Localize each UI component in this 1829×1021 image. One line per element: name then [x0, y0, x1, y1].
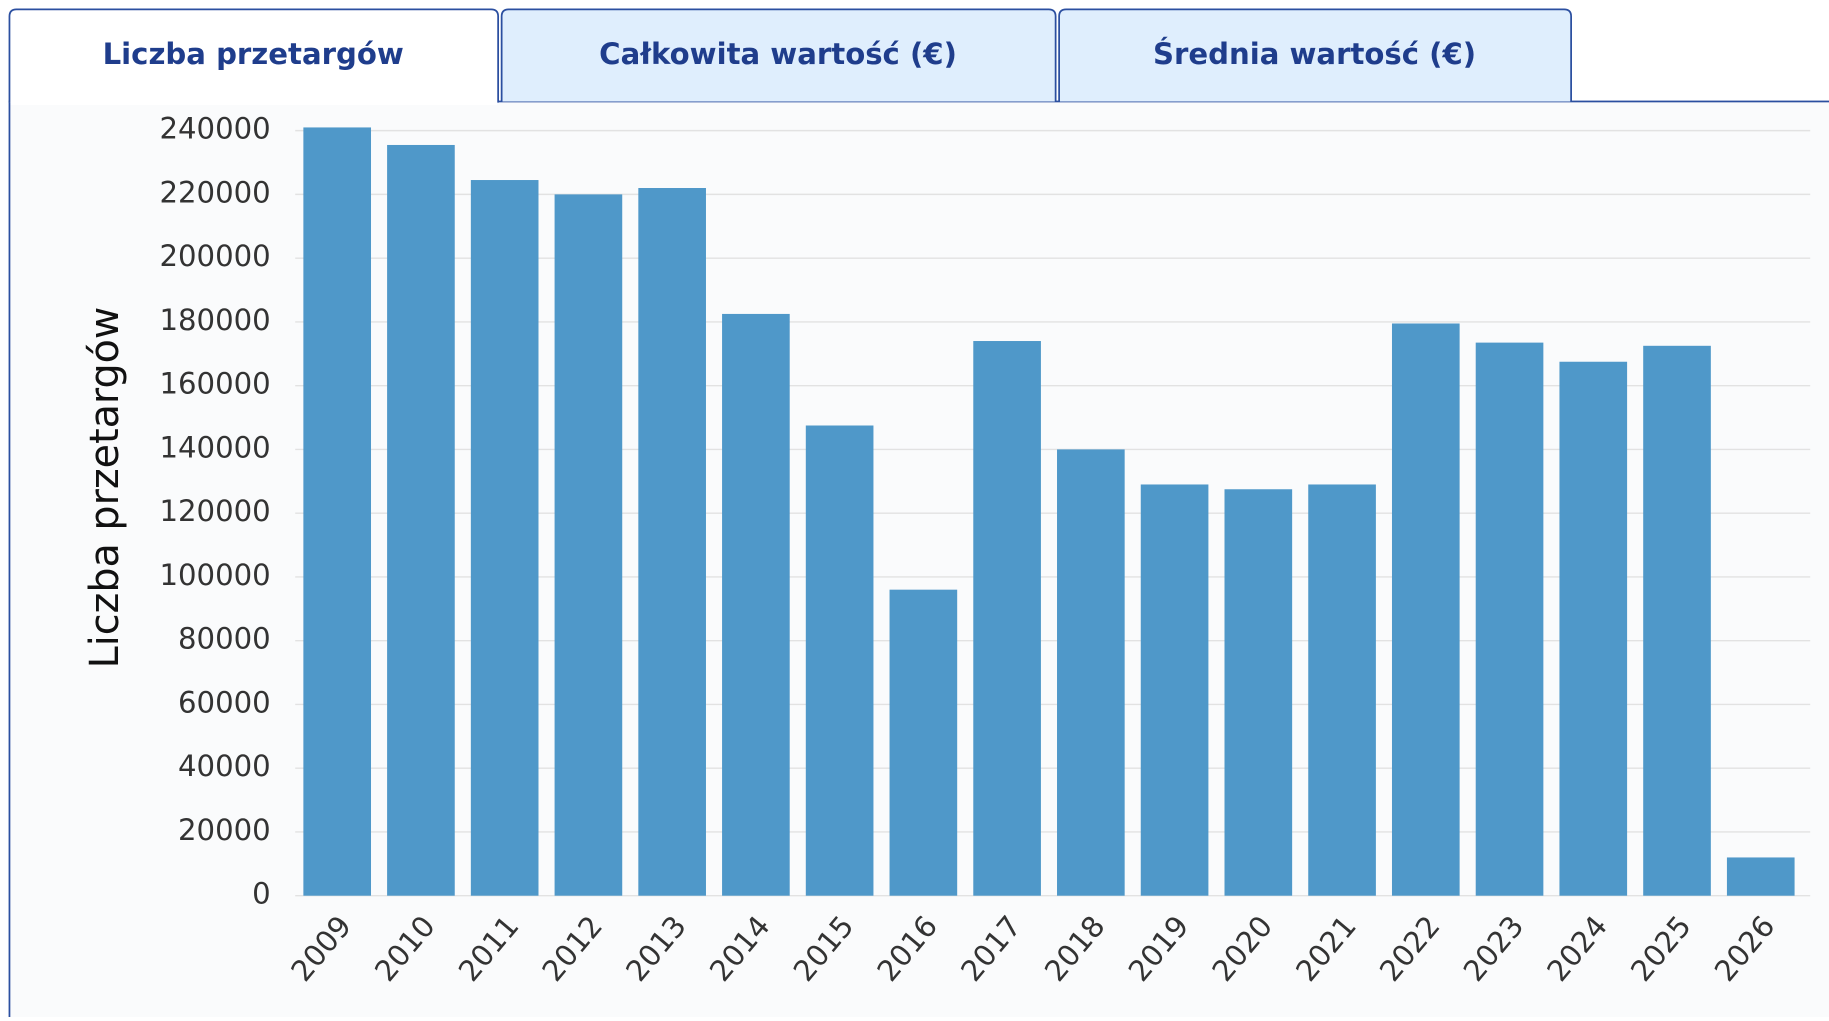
tabs: Liczba przetargów Całkowita wartość (€) …	[8, 8, 1572, 105]
bar	[1224, 489, 1293, 896]
y-tick-label: 60000	[178, 685, 271, 719]
y-tick-label: 220000	[159, 175, 270, 209]
bar	[554, 194, 623, 896]
tab-label[interactable]: Całkowita wartość (€)	[599, 37, 957, 71]
bar	[1057, 449, 1125, 896]
bar	[722, 313, 790, 896]
y-tick-label: 80000	[178, 622, 271, 656]
y-axis-label: Liczba przetargów	[82, 307, 128, 669]
bar	[1308, 484, 1376, 896]
bar	[303, 127, 372, 896]
y-tick-label: 100000	[159, 558, 270, 592]
bar	[470, 180, 539, 896]
bar	[805, 425, 874, 896]
bar	[973, 341, 1041, 896]
y-tick-label: 180000	[159, 303, 270, 337]
y-tick-label: 240000	[159, 112, 270, 146]
bar	[1559, 361, 1628, 896]
tab-active-gap	[10, 100, 497, 105]
bar	[1475, 342, 1544, 896]
bar	[638, 188, 706, 896]
tab[interactable]	[500, 8, 1057, 102]
bar	[1726, 857, 1795, 896]
bar	[1391, 323, 1460, 896]
y-tick-label: 120000	[159, 494, 270, 528]
tab-label[interactable]: Średnia wartość (€)	[1153, 37, 1476, 71]
tab-active[interactable]	[8, 8, 500, 103]
y-tick-label: 0	[252, 877, 271, 911]
y-tick-label: 200000	[159, 239, 270, 273]
tab-label[interactable]: Liczba przetargów	[103, 37, 404, 71]
y-tick-label: 20000	[178, 813, 271, 847]
bar	[1643, 345, 1711, 896]
y-tick-label: 140000	[159, 430, 270, 464]
tab[interactable]	[1058, 8, 1572, 102]
bar	[387, 144, 455, 896]
y-tick-label: 160000	[159, 367, 270, 401]
y-tick-label: 40000	[178, 749, 271, 783]
bar	[889, 589, 958, 896]
bar	[1140, 484, 1209, 896]
